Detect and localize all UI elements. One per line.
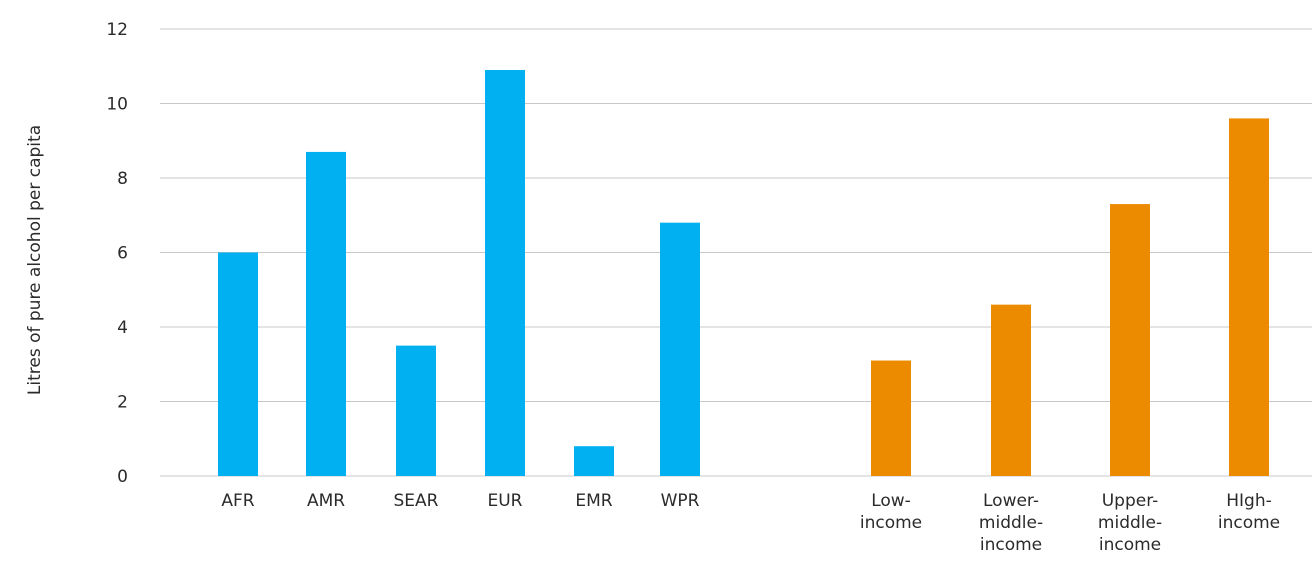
bar	[574, 446, 614, 476]
gridlines	[160, 28, 1312, 477]
y-tick-label: 6	[117, 244, 128, 264]
x-category-label-line: AFR	[221, 491, 254, 511]
x-category-label-line: income	[1218, 513, 1280, 533]
x-category-label: Low-income	[860, 491, 922, 533]
x-category-label-line: EMR	[575, 491, 612, 511]
y-axis-ticks: 0 2 4 6 8 10 12	[106, 20, 128, 487]
x-category-label: HIgh-income	[1218, 491, 1280, 533]
y-tick-label: 8	[117, 169, 128, 189]
x-category-label: Lower-middle-income	[979, 491, 1043, 555]
x-category-label-line: middle-	[1098, 513, 1162, 533]
x-category-label-line: EUR	[488, 491, 523, 511]
y-tick-label: 10	[106, 95, 128, 115]
x-category-label: Upper-middle-income	[1098, 491, 1162, 555]
bar	[306, 151, 346, 477]
bar	[660, 222, 700, 476]
x-category-label: EUR	[488, 491, 523, 511]
x-category-label-line: SEAR	[394, 491, 439, 511]
y-tick-label: 2	[117, 393, 128, 413]
bar	[1110, 204, 1150, 476]
bar	[871, 360, 911, 476]
x-category-label-line: HIgh-	[1226, 491, 1272, 511]
x-category-label-line: Low-	[871, 491, 911, 511]
x-category-label: AFR	[221, 491, 254, 511]
x-category-label: WPR	[661, 491, 700, 511]
x-category-label-line: income	[860, 513, 922, 533]
x-category-label: AMR	[307, 491, 345, 511]
bar	[218, 252, 258, 476]
x-axis-labels: AFR AMR SEAR EUR EMR WPR Low-incomeLower-middl…	[221, 491, 1280, 555]
y-tick-label: 4	[117, 318, 128, 338]
x-category-label: EMR	[575, 491, 612, 511]
x-category-label-line: Lower-	[983, 491, 1039, 511]
x-category-label-line: WPR	[661, 491, 700, 511]
x-category-label-line: Upper-	[1102, 491, 1159, 511]
y-tick-label: 12	[106, 20, 128, 40]
x-category-label-line: income	[1099, 535, 1161, 555]
x-category-label-line: income	[980, 535, 1042, 555]
bar	[991, 304, 1031, 476]
bars	[218, 69, 1269, 477]
x-category-label-line: AMR	[307, 491, 345, 511]
bar	[1229, 118, 1269, 477]
x-category-label-line: middle-	[979, 513, 1043, 533]
y-axis-title: Litres of pure alcohol per capita	[25, 125, 45, 395]
x-category-label: SEAR	[394, 491, 439, 511]
bar	[396, 345, 436, 476]
bar	[485, 69, 525, 476]
y-tick-label: 0	[117, 467, 128, 487]
